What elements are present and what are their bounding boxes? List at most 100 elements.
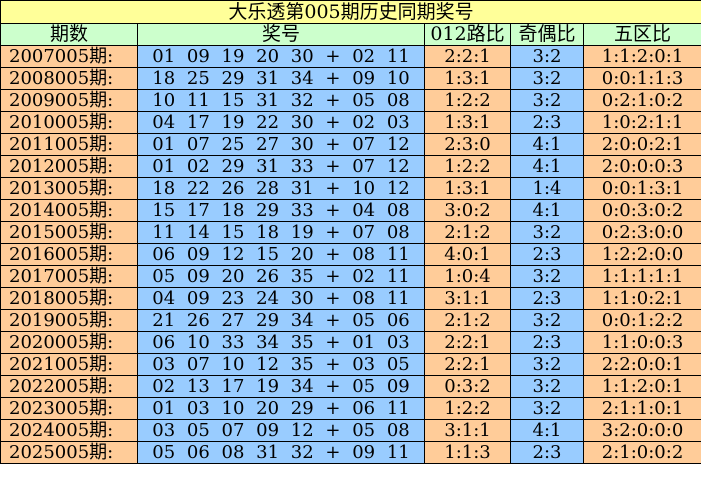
zones-cell: 0:0:1:1:3 [582, 67, 701, 90]
route012-cell: 0:3:2 [424, 375, 511, 398]
header-period: 期数 [0, 23, 138, 46]
numbers-cell: 01 07 25 27 30 + 07 12 [137, 133, 425, 156]
numbers-cell: 06 09 12 15 20 + 08 11 [137, 243, 425, 266]
table-row: 2014005期: 15 17 18 29 33 + 04 08 3:0:2 4:1 0… [0, 199, 701, 222]
table-row: 2013005期: 18 22 26 28 31 + 10 12 1:3:1 1:4 0… [0, 177, 701, 200]
zones-cell: 0:0:1:2:2 [582, 309, 701, 332]
odd-even-cell: 3:2 [510, 375, 584, 398]
odd-even-cell: 4:1 [510, 199, 584, 222]
route012-cell: 1:3:1 [424, 111, 511, 134]
period-cell: 2024005期: [0, 419, 138, 442]
zones-cell: 1:2:2:0:0 [582, 243, 701, 266]
table-row: 2020005期: 06 10 33 34 35 + 01 03 2:2:1 2:3 1… [0, 331, 701, 354]
table-row: 2009005期: 10 11 15 31 32 + 05 08 1:2:2 3:2 0… [0, 89, 701, 112]
table-row: 2015005期: 11 14 15 18 19 + 07 08 2:1:2 3:2 0… [0, 221, 701, 244]
table-row: 2007005期: 01 09 19 20 30 + 02 11 2:2:1 3:2 1… [0, 45, 701, 68]
numbers-cell: 01 02 29 31 33 + 07 12 [137, 155, 425, 178]
period-cell: 2009005期: [0, 89, 138, 112]
header-route012: 012路比 [424, 23, 511, 46]
header-row: 期数 奖号 012路比 奇偶比 五区比 [0, 23, 701, 46]
route012-cell: 2:2:1 [424, 331, 511, 354]
numbers-cell: 21 26 27 29 34 + 05 06 [137, 309, 425, 332]
route012-cell: 3:1:1 [424, 287, 511, 310]
period-cell: 2010005期: [0, 111, 138, 134]
zones-cell: 2:0:0:0:3 [582, 155, 701, 178]
period-cell: 2025005期: [0, 441, 138, 464]
route012-cell: 2:2:1 [424, 45, 511, 68]
numbers-cell: 15 17 18 29 33 + 04 08 [137, 199, 425, 222]
zones-cell: 0:2:1:0:2 [582, 89, 701, 112]
odd-even-cell: 3:2 [510, 221, 584, 244]
header-zones: 五区比 [582, 23, 701, 46]
odd-even-cell: 4:1 [510, 419, 584, 442]
odd-even-cell: 3:2 [510, 67, 584, 90]
numbers-cell: 03 05 07 09 12 + 05 08 [137, 419, 425, 442]
zones-cell: 0:0:1:3:1 [582, 177, 701, 200]
table-row: 2019005期: 21 26 27 29 34 + 05 06 2:1:2 3:2 0… [0, 309, 701, 332]
numbers-cell: 18 25 29 31 34 + 09 10 [137, 67, 425, 90]
table-row: 2017005期: 05 09 20 26 35 + 02 11 1:0:4 3:2 1… [0, 265, 701, 288]
route012-cell: 2:1:2 [424, 221, 511, 244]
numbers-cell: 18 22 26 28 31 + 10 12 [137, 177, 425, 200]
zones-cell: 3:2:0:0:0 [582, 419, 701, 442]
history-table: 大乐透第005期历史同期奖号 期数 奖号 012路比 奇偶比 五区比 20070… [0, 0, 701, 464]
period-cell: 2022005期: [0, 375, 138, 398]
numbers-cell: 02 13 17 19 34 + 05 09 [137, 375, 425, 398]
period-cell: 2007005期: [0, 45, 138, 68]
table-row: 2016005期: 06 09 12 15 20 + 08 11 4:0:1 2:3 1… [0, 243, 701, 266]
route012-cell: 1:3:1 [424, 177, 511, 200]
period-cell: 2016005期: [0, 243, 138, 266]
period-cell: 2011005期: [0, 133, 138, 156]
table-row: 2025005期: 05 06 08 31 32 + 09 11 1:1:3 2:3 2… [0, 441, 701, 464]
zones-cell: 0:2:3:0:0 [582, 221, 701, 244]
zones-cell: 0:0:3:0:2 [582, 199, 701, 222]
header-numbers: 奖号 [137, 23, 425, 46]
zones-cell: 2:2:0:0:1 [582, 353, 701, 376]
zones-cell: 2:1:0:0:2 [582, 441, 701, 464]
zones-cell: 1:1:1:1:1 [582, 265, 701, 288]
route012-cell: 1:1:3 [424, 441, 511, 464]
odd-even-cell: 2:3 [510, 441, 584, 464]
numbers-cell: 04 09 23 24 30 + 08 11 [137, 287, 425, 310]
period-cell: 2017005期: [0, 265, 138, 288]
odd-even-cell: 3:2 [510, 89, 584, 112]
route012-cell: 3:1:1 [424, 419, 511, 442]
odd-even-cell: 4:1 [510, 133, 584, 156]
route012-cell: 4:0:1 [424, 243, 511, 266]
period-cell: 2021005期: [0, 353, 138, 376]
table-row: 2018005期: 04 09 23 24 30 + 08 11 3:1:1 2:3 1… [0, 287, 701, 310]
numbers-cell: 01 03 10 20 29 + 06 11 [137, 397, 425, 420]
numbers-cell: 04 17 19 22 30 + 02 03 [137, 111, 425, 134]
route012-cell: 1:3:1 [424, 67, 511, 90]
zones-cell: 1:0:2:1:1 [582, 111, 701, 134]
title-row: 大乐透第005期历史同期奖号 [0, 0, 701, 24]
zones-cell: 2:0:0:2:1 [582, 133, 701, 156]
period-cell: 2019005期: [0, 309, 138, 332]
odd-even-cell: 2:3 [510, 287, 584, 310]
route012-cell: 3:0:2 [424, 199, 511, 222]
odd-even-cell: 2:3 [510, 111, 584, 134]
numbers-cell: 03 07 10 12 35 + 03 05 [137, 353, 425, 376]
zones-cell: 1:1:2:0:1 [582, 375, 701, 398]
table-row: 2024005期: 03 05 07 09 12 + 05 08 3:1:1 4:1 3… [0, 419, 701, 442]
odd-even-cell: 3:2 [510, 265, 584, 288]
period-cell: 2012005期: [0, 155, 138, 178]
header-odd-even: 奇偶比 [510, 23, 584, 46]
zones-cell: 1:1:0:0:3 [582, 331, 701, 354]
route012-cell: 2:1:2 [424, 309, 511, 332]
numbers-cell: 11 14 15 18 19 + 07 08 [137, 221, 425, 244]
odd-even-cell: 1:4 [510, 177, 584, 200]
odd-even-cell: 3:2 [510, 309, 584, 332]
period-cell: 2008005期: [0, 67, 138, 90]
odd-even-cell: 3:2 [510, 397, 584, 420]
route012-cell: 2:2:1 [424, 353, 511, 376]
period-cell: 2020005期: [0, 331, 138, 354]
numbers-cell: 05 09 20 26 35 + 02 11 [137, 265, 425, 288]
route012-cell: 1:2:2 [424, 397, 511, 420]
odd-even-cell: 2:3 [510, 243, 584, 266]
numbers-cell: 01 09 19 20 30 + 02 11 [137, 45, 425, 68]
period-cell: 2014005期: [0, 199, 138, 222]
table-row: 2023005期: 01 03 10 20 29 + 06 11 1:2:2 3:2 2… [0, 397, 701, 420]
odd-even-cell: 4:1 [510, 155, 584, 178]
numbers-cell: 05 06 08 31 32 + 09 11 [137, 441, 425, 464]
